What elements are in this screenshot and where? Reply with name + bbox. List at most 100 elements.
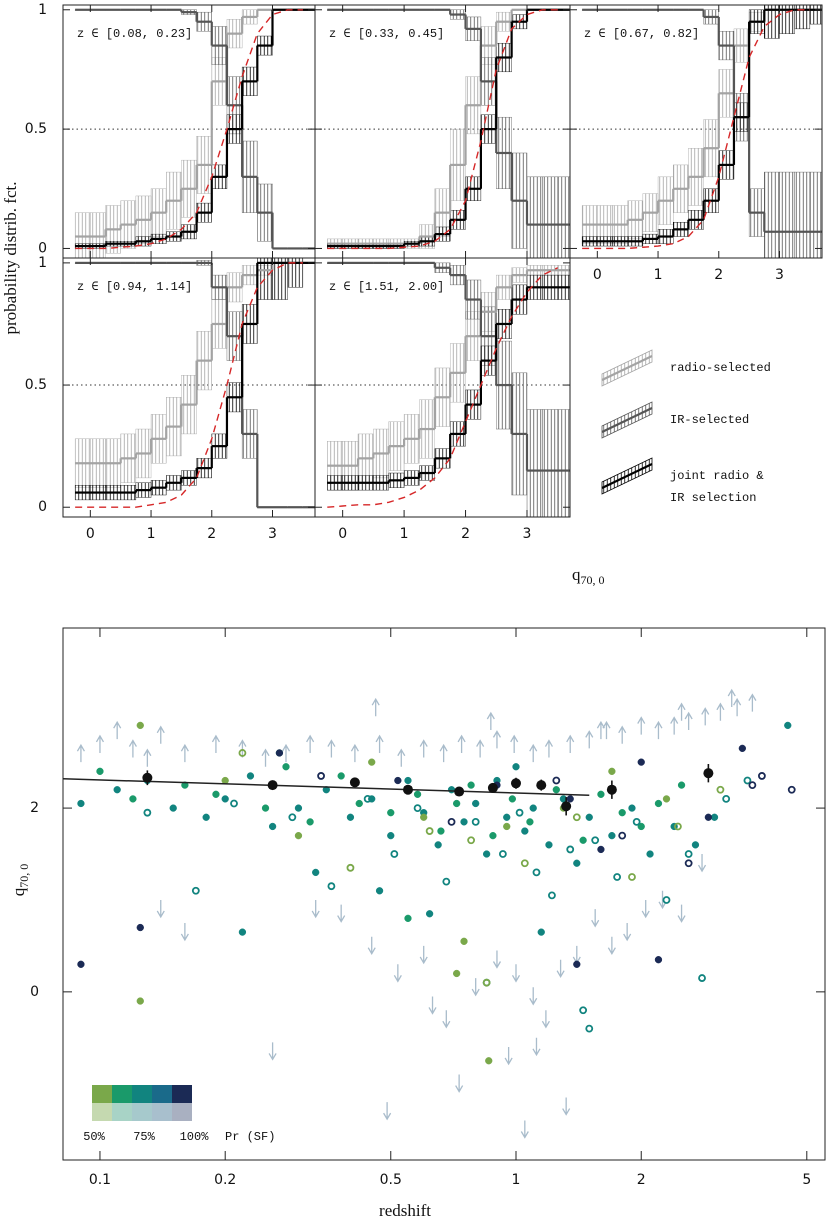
uncertainty-band <box>794 5 811 30</box>
data-point <box>637 822 645 831</box>
median-point <box>536 780 547 791</box>
limit-arrow <box>76 743 85 763</box>
limit-arrow <box>95 734 105 753</box>
data-point <box>368 758 376 766</box>
limit-arrow <box>428 996 437 1015</box>
limit-arrow <box>327 739 336 758</box>
limit-arrow <box>393 964 402 983</box>
data-point <box>136 997 144 1005</box>
data-point <box>503 822 511 831</box>
data-point <box>485 1057 493 1065</box>
data-point <box>691 841 700 849</box>
x-tick-label: 3 <box>775 267 784 283</box>
limit-arrow <box>556 959 565 978</box>
x-tick-label: 2 <box>461 526 470 542</box>
median-point <box>402 784 413 795</box>
data-point <box>181 781 189 789</box>
x-tick-label: 1 <box>400 526 409 542</box>
limit-arrow <box>375 734 384 753</box>
x-tick-label: 0 <box>338 526 347 542</box>
y-tick-label: 2 <box>30 800 39 816</box>
median-point <box>510 778 521 789</box>
data-point <box>312 868 320 877</box>
limit-arrow <box>143 748 152 767</box>
plot-area <box>63 688 796 1139</box>
limit-arrow <box>211 734 220 753</box>
data-point <box>526 818 534 826</box>
data-point <box>467 836 476 845</box>
data-point <box>784 721 792 730</box>
median-point <box>561 801 572 812</box>
data-point <box>591 836 600 845</box>
colorbar-swatch <box>112 1085 132 1103</box>
data-point <box>306 818 314 826</box>
data-point <box>394 776 402 785</box>
panel-annotation: z ∈ [0.33, 0.45] <box>329 27 444 41</box>
data-point <box>363 795 372 803</box>
data-point <box>282 763 290 771</box>
limit-arrow <box>419 739 428 758</box>
limit-arrow <box>532 1037 541 1057</box>
data-point <box>387 832 395 840</box>
data-point <box>337 772 345 780</box>
colorbar-swatch <box>92 1103 112 1121</box>
limit-arrow <box>419 945 428 965</box>
panel-annotation: z ∈ [0.67, 0.82] <box>584 27 699 41</box>
x-axis-label: q70, 0 <box>572 565 605 587</box>
limit-arrow <box>238 739 247 758</box>
model-curve <box>75 9 303 250</box>
x-tick-label: 5 <box>802 1172 811 1188</box>
data-point <box>113 786 121 794</box>
data-point <box>573 859 581 867</box>
limit-arrow <box>623 922 632 942</box>
colorbar-title: Pr (SF) <box>225 1130 275 1144</box>
limit-arrow <box>311 899 320 919</box>
data-point <box>552 776 561 785</box>
limit-arrow <box>510 734 519 753</box>
data-point <box>520 859 529 868</box>
data-point <box>212 790 220 798</box>
limit-arrow <box>504 1046 513 1066</box>
uncertainty-band <box>764 5 780 39</box>
data-point <box>632 817 641 826</box>
limit-arrow <box>442 1010 451 1029</box>
data-point <box>77 960 85 968</box>
data-point <box>238 928 247 936</box>
data-point <box>552 786 560 794</box>
data-point <box>548 891 556 900</box>
data-point <box>467 781 475 789</box>
colorbar-label: 50% <box>83 1130 105 1144</box>
limit-arrow <box>733 697 742 717</box>
data-point <box>698 974 706 982</box>
limit-arrow <box>562 1097 571 1116</box>
legend-label: IR-selected <box>670 413 750 427</box>
y-tick-label: 1 <box>38 255 47 271</box>
limit-arrow <box>541 1010 550 1029</box>
data-point <box>434 841 442 849</box>
data-point <box>460 937 468 945</box>
data-point <box>404 776 412 785</box>
data-point <box>597 845 605 854</box>
data-point <box>662 795 671 803</box>
limit-arrow <box>492 730 502 749</box>
data-point <box>677 781 686 789</box>
data-point <box>618 831 627 840</box>
data-point <box>654 799 663 808</box>
x-axis-label: redshift <box>379 1201 431 1220</box>
data-point <box>566 795 574 803</box>
data-point <box>346 863 355 872</box>
uncertainty-band <box>809 5 822 25</box>
limit-arrow <box>637 716 646 735</box>
data-point <box>684 859 693 868</box>
x-tick-label: 2 <box>714 267 723 283</box>
median-point <box>454 786 465 797</box>
y-tick-label: 0 <box>38 499 47 515</box>
colorbar-swatch <box>92 1085 112 1103</box>
limit-arrow <box>261 748 270 767</box>
data-point <box>521 827 529 835</box>
data-point <box>674 822 682 831</box>
data-point <box>572 813 581 822</box>
y-tick-label: 0 <box>38 240 47 256</box>
data-point <box>221 776 229 785</box>
